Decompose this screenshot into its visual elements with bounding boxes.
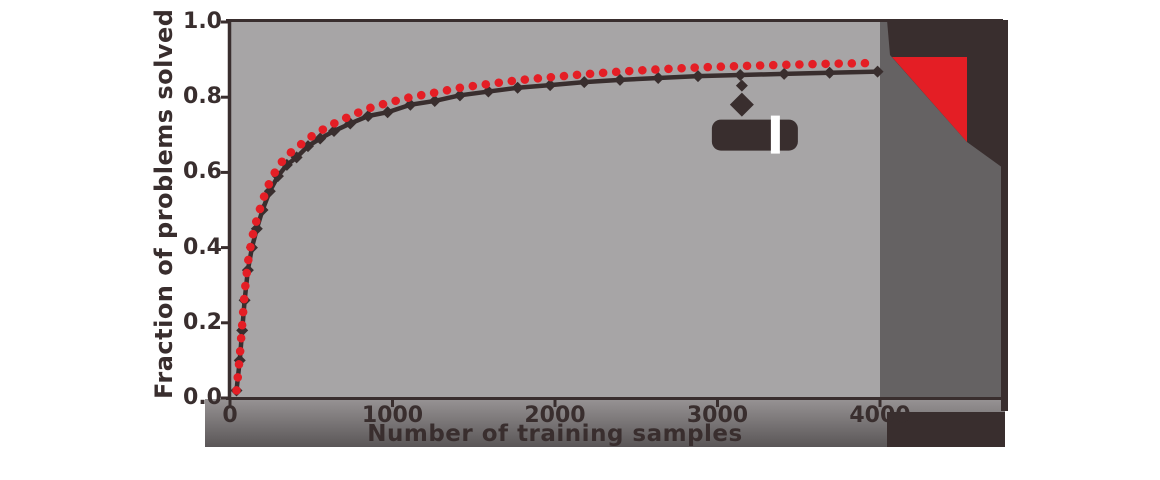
annotation-large-diamond	[729, 92, 754, 117]
x-tick-label: 4000	[849, 403, 911, 428]
black-series-diamond-marker	[578, 76, 591, 89]
black-series-diamond-marker	[778, 67, 791, 80]
annotation-badge	[711, 119, 798, 151]
right-edge-dark-strip	[1001, 20, 1008, 411]
black-series-diamond-marker	[544, 79, 557, 92]
black-series-diamond-marker	[314, 132, 327, 145]
y-tick-label: 0.6	[183, 159, 222, 185]
x-tick-label: 0	[222, 403, 238, 428]
black-series-diamond-marker	[328, 125, 340, 138]
y-tick-label: 0.4	[183, 234, 222, 260]
black-series-diamond-marker	[511, 81, 524, 94]
black-series-diamond-marker	[362, 110, 375, 122]
black-series-diamond-marker	[871, 65, 884, 78]
red-series-dotted-line	[232, 58, 882, 395]
annotation-badge-cursor-bar	[770, 115, 780, 154]
bottom-right-dark-block	[887, 412, 1005, 447]
black-series-diamond-marker	[734, 69, 747, 82]
y-tick-label: 0.2	[183, 309, 222, 335]
black-series-diamond-marker	[381, 106, 394, 119]
x-tick-label: 2000	[524, 403, 586, 428]
black-series-diamond-marker	[692, 70, 704, 83]
black-series-diamond-marker	[428, 94, 441, 107]
annotation-small-diamond	[735, 79, 748, 92]
black-series-diamond-marker	[823, 66, 836, 79]
x-tick-label: 3000	[686, 403, 749, 428]
bottom-gray-band	[205, 399, 1005, 447]
y-axis-title: Fraction of problems solved	[150, 8, 178, 399]
x-tick-label: 1000	[361, 403, 424, 428]
y-tick-label: 1.0	[183, 9, 222, 34]
y-tick-label: 0.0	[183, 385, 222, 410]
x-axis-title: Number of training samples	[367, 421, 743, 447]
black-series-diamond-marker	[652, 72, 665, 85]
black-series-diamond-marker	[453, 89, 466, 102]
black-series-diamond-marker	[614, 73, 626, 86]
y-tick-label: 0.8	[183, 84, 222, 110]
corner-ribbon-red-triangle	[892, 57, 967, 142]
